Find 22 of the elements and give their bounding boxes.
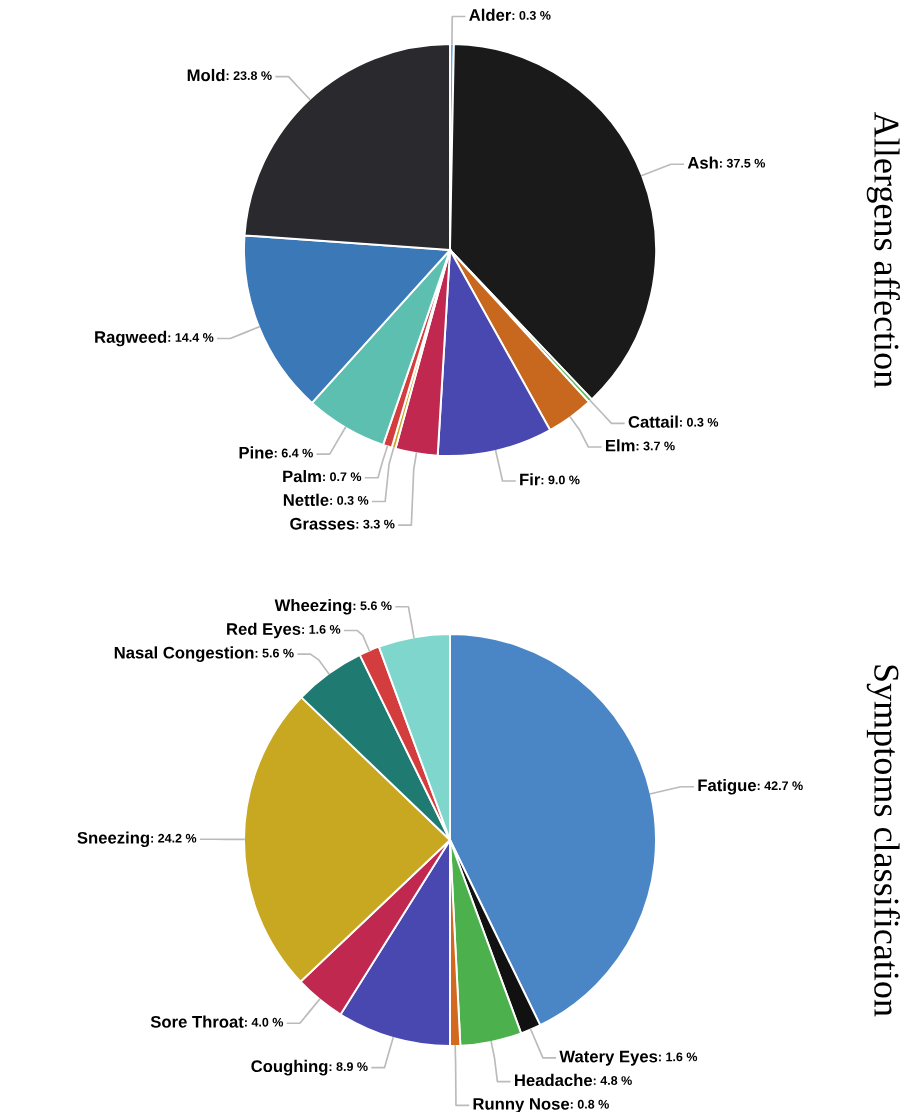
slice-label: Pine — [239, 446, 274, 459]
slice-label: Palm — [283, 470, 321, 483]
slice-label: Fatigue — [698, 778, 757, 795]
slice-label: Coughing — [251, 1059, 328, 1076]
slice-label: Watery Eyes — [559, 1050, 658, 1066]
slice-label: Mold — [187, 68, 225, 82]
slice-label: Headache — [515, 1073, 593, 1087]
slice-label: Cattail — [628, 415, 678, 428]
text: Allergens affection — [866, 112, 900, 388]
slice-label: Wheezing — [274, 598, 352, 615]
slice-label: Sneezing — [77, 831, 149, 848]
slice-label: Ragweed — [95, 330, 167, 347]
slice-label: Nettle — [283, 493, 329, 506]
slice-label: Ash — [687, 156, 718, 169]
slice-label: Sore Throat — [150, 1015, 244, 1028]
slice-label: Elm — [605, 439, 635, 452]
slice-label: Fir — [520, 473, 541, 486]
slice-label: Alder — [469, 8, 512, 21]
slice-label: Nasal Congestion — [114, 646, 254, 662]
slice-label: Red Eyes — [227, 622, 301, 639]
slice-label: Grasses — [290, 517, 355, 530]
text: Symptoms classification — [866, 665, 900, 1017]
